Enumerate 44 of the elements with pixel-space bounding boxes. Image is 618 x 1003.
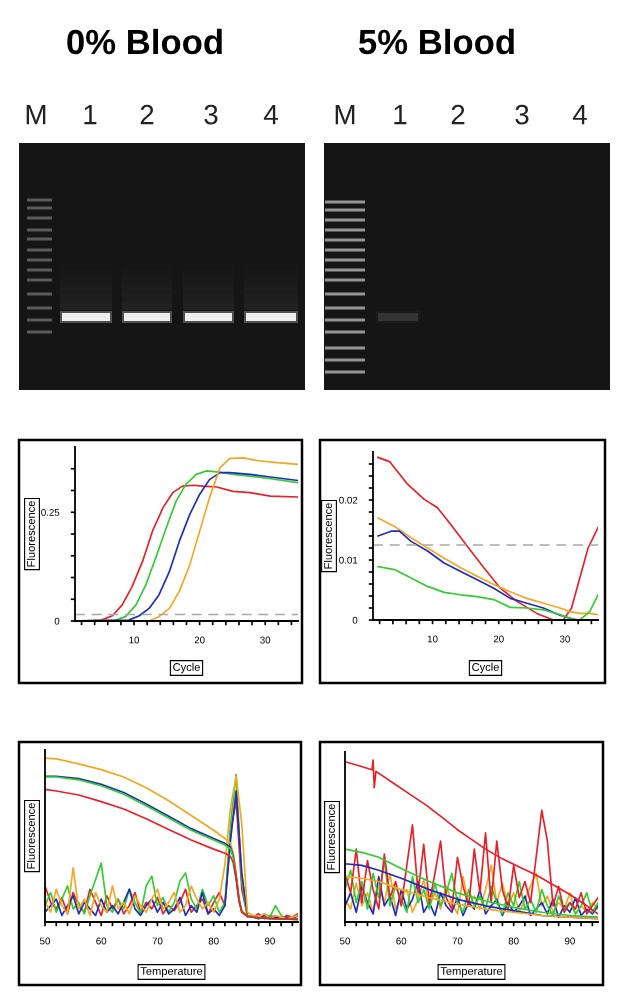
x-tick-label: 20 — [493, 635, 504, 643]
text: 2 — [451, 104, 465, 125]
chart-title: 0% Blood — [67, 28, 222, 55]
line-series — [377, 456, 598, 620]
x-tick-label: 30 — [260, 636, 271, 644]
text: 4 — [263, 105, 278, 125]
x-tick-label: 30 — [559, 635, 570, 643]
y-tick-label: 0 — [54, 617, 60, 625]
line-series — [377, 517, 598, 616]
x-axis-title: Temperature — [140, 967, 203, 978]
x-axis-title: Cycle — [472, 662, 499, 674]
x-tick-label: 90 — [264, 937, 275, 945]
line-series — [377, 565, 598, 620]
x-tick-label: 90 — [564, 937, 575, 945]
text: 1 — [84, 105, 97, 125]
y-tick-label: 0.25 — [41, 508, 60, 516]
text: M — [335, 105, 355, 125]
y-axis-title: Fluorescence — [323, 503, 332, 569]
y-tick-label: 0.02 — [339, 496, 358, 504]
x-tick-label: 10 — [129, 636, 140, 644]
x-tick-label: 80 — [508, 937, 519, 945]
x-tick-label: 10 — [427, 635, 438, 643]
y-axis-title: Fluorescence — [26, 803, 35, 869]
y-axis-title: Fluorescence — [326, 804, 335, 870]
y-tick-label: 0 — [352, 616, 358, 624]
x-tick-label: 60 — [396, 937, 407, 945]
x-tick-label: 70 — [152, 937, 163, 945]
x-axis-title: Temperature — [440, 967, 503, 978]
x-axis-title: Cycle — [173, 662, 200, 674]
chart-title: 5% Blood — [358, 28, 514, 55]
text: 3 — [204, 104, 218, 125]
x-tick-label: 60 — [96, 937, 107, 945]
x-tick-label: 20 — [194, 636, 205, 644]
x-tick-label: 80 — [208, 937, 219, 945]
y-tick-label: 0.01 — [339, 556, 358, 564]
text: 1 — [394, 105, 407, 125]
x-tick-label: 50 — [339, 937, 351, 945]
text: 4 — [572, 105, 587, 125]
x-tick-label: 70 — [452, 937, 463, 945]
text: M — [26, 105, 46, 125]
text: 2 — [140, 104, 154, 125]
x-tick-label: 50 — [39, 937, 51, 945]
y-axis-title: Fluorescence — [26, 501, 35, 567]
text: 3 — [515, 104, 529, 125]
